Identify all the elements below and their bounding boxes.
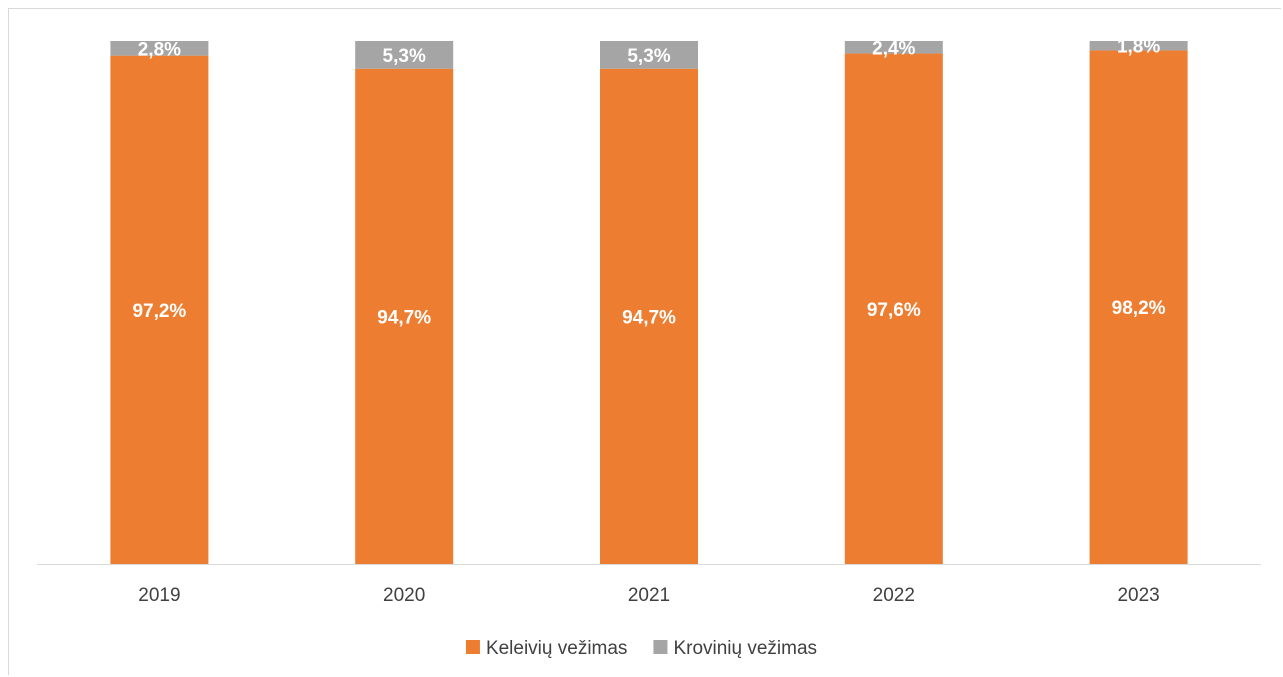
bar-kroviniu-2020 [355,41,454,69]
data-label-kroviniu-2022: 2,4% [872,38,915,59]
data-label-kroviniu-2019: 2,8% [138,39,181,60]
x-tick-label-2022: 2022 [873,585,915,606]
data-label-kroviniu-2021: 5,3% [627,46,670,67]
legend-label-kroviniu: Krovinių vežimas [673,638,817,659]
bar-keleiviu-2019 [110,55,209,564]
bar-keleiviu-2022 [844,53,943,564]
data-label-keleiviu-2020: 94,7% [377,307,431,328]
x-tick-label-2020: 2020 [383,585,425,606]
bar-kroviniu-2023 [1089,41,1188,51]
legend-label-keleiviu: Keleivių vežimas [486,638,628,659]
data-label-kroviniu-2020: 5,3% [383,46,426,67]
data-label-keleiviu-2021: 94,7% [622,307,676,328]
x-tick-label-2019: 2019 [138,585,180,606]
bars-group: 97,2% 2,8% 94,7% 5,3% 94,7% 5,3% 97,6% 2,4% 98,2… [110,37,1188,565]
legend: Keleivių vežimas Krovinių vežimas [465,638,817,659]
bar-kroviniu-2019 [110,41,209,56]
legend-swatch-kroviniu [653,640,668,654]
bar-keleiviu-2021 [600,68,698,565]
bar-kroviniu-2022 [844,41,943,54]
legend-swatch-keleiviu [465,640,480,654]
bar-keleiviu-2023 [1089,50,1188,564]
x-tick-labels: 2019 2020 2021 2022 2023 [138,585,1159,606]
data-label-kroviniu-2023: 1,8% [1117,37,1160,58]
x-tick-label-2021: 2021 [628,585,670,606]
data-label-keleiviu-2022: 97,6% [867,300,921,321]
bar-keleiviu-2020 [355,68,454,565]
x-tick-label-2023: 2023 [1117,585,1159,606]
data-label-keleiviu-2023: 98,2% [1112,298,1166,319]
bar-kroviniu-2021 [600,41,698,69]
data-label-keleiviu-2019: 97,2% [132,301,186,322]
